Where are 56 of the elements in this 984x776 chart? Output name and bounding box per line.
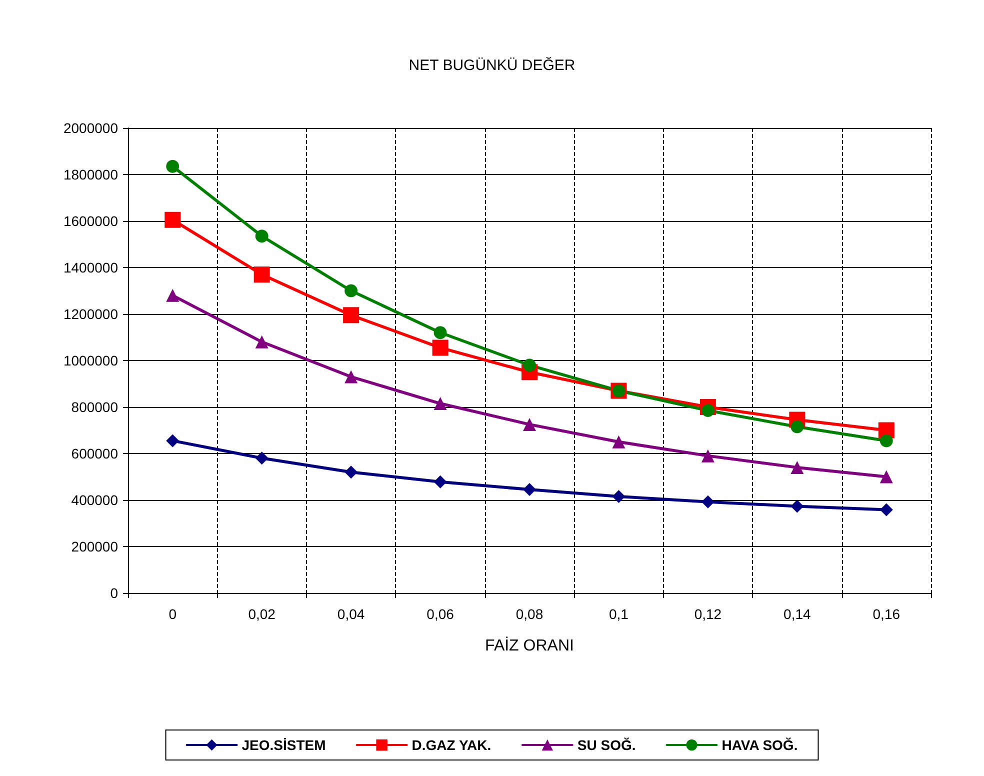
point (343, 307, 360, 324)
y-tick-label: 1800000 (63, 166, 118, 182)
y-tick-label: 0 (110, 585, 118, 601)
y-tick-label: 1200000 (63, 306, 118, 322)
point (164, 212, 181, 228)
point (790, 500, 804, 513)
y-tick-label: 400000 (71, 492, 118, 508)
legend-label: SU SOĞ. (577, 737, 636, 753)
point (254, 266, 270, 282)
point (701, 495, 714, 508)
point (880, 470, 893, 484)
x-tick-label: 0,02 (248, 606, 276, 622)
point (523, 358, 536, 372)
point (434, 397, 447, 410)
point (523, 483, 536, 496)
chart-title: NET BUGÜNKÜ DEĞER (408, 56, 576, 74)
point (434, 326, 447, 340)
point (434, 475, 447, 488)
point (344, 370, 358, 384)
point (255, 452, 268, 465)
point (790, 420, 804, 434)
point (255, 230, 268, 243)
x-tick-label: 0,1 (608, 606, 629, 622)
y-tick-label: 600000 (71, 446, 118, 462)
y-tick-label: 1400000 (63, 260, 118, 276)
point (790, 460, 804, 474)
x-tick-label: 0,14 (784, 606, 812, 622)
point (612, 435, 626, 448)
point (432, 340, 448, 356)
y-tick-label: 1600000 (63, 213, 118, 229)
x-tick-label: 0 (168, 606, 177, 622)
point (344, 284, 358, 298)
point (523, 418, 536, 431)
x-tick-label: 0,08 (516, 606, 544, 622)
x-tick-label: 0,12 (694, 606, 722, 622)
point (701, 404, 714, 417)
y-tick-label: 1000000 (63, 352, 118, 368)
y-tick-label: 800000 (71, 399, 118, 415)
point (255, 335, 268, 348)
y-tick-label: 2000000 (63, 120, 118, 136)
x-tick-label: 0,16 (872, 606, 900, 622)
point (166, 160, 180, 173)
y-tick-label: 200000 (71, 538, 118, 554)
x-axis-title: FAİZ ORANI (485, 636, 574, 654)
x-tick-label: 0,04 (337, 606, 365, 622)
point (701, 449, 714, 462)
point (166, 288, 180, 302)
point (344, 466, 358, 479)
legend-label: D.GAZ YAK. (412, 737, 492, 753)
legend-label: JEO.SİSTEM (242, 737, 326, 753)
point (612, 490, 626, 504)
legend-label: HAVA SOĞ. (722, 737, 798, 753)
point (166, 434, 180, 448)
point (880, 503, 893, 516)
point (880, 434, 893, 448)
x-tick-label: 0,06 (426, 606, 454, 622)
